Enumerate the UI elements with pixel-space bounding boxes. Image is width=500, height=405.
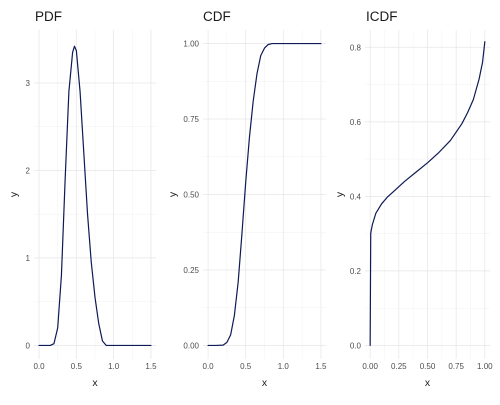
x-tick-label: 1.0 [278, 362, 290, 371]
series-line [369, 41, 486, 347]
x-tick-label: 1.00 [477, 362, 493, 371]
gridlines [365, 30, 490, 359]
x-tick-label: 0.50 [420, 362, 436, 371]
y-tick-label: 2 [26, 166, 31, 175]
y-tick-label: 3 [26, 79, 31, 88]
x-tick-label: 0.0 [33, 362, 45, 371]
y-tick-label: 0.00 [183, 341, 199, 350]
panel-title: CDF [203, 9, 231, 24]
x-tick-label: 0.00 [362, 362, 378, 371]
y-axis-title: y [334, 191, 346, 197]
panel-icdf: 0.00 0.25 0.50 0.75 1.00 0.0 0.2 0.4 0.6 0.8 x y ICD… [334, 9, 493, 389]
y-axis-title: y [167, 191, 179, 197]
panel-title: ICDF [366, 9, 398, 24]
y-tick-label: 0.6 [350, 118, 362, 127]
y-tick-label: 0.4 [350, 192, 362, 201]
y-tick-label: 0.8 [350, 43, 362, 52]
y-tick-label: 0.25 [183, 266, 199, 275]
y-tick-label: 1 [26, 254, 31, 263]
y-tick-label: 0.75 [183, 115, 199, 124]
y-tick-label: 0.50 [183, 191, 199, 200]
x-tick-label: 1.5 [145, 362, 157, 371]
series-line [207, 42, 322, 347]
x-axis-title: x [262, 377, 268, 389]
x-tick-label: 0.5 [240, 362, 252, 371]
y-axis-title: y [8, 191, 20, 197]
x-axis-title: x [425, 377, 431, 389]
gridlines [34, 30, 156, 359]
x-tick-label: 0.75 [448, 362, 464, 371]
x-tick-label: 1.0 [108, 362, 120, 371]
x-tick-label: 1.5 [315, 362, 327, 371]
y-tick-label: 0 [26, 341, 31, 350]
y-tick-label: 0.2 [350, 267, 362, 276]
panel-pdf: 0.0 0.5 1.0 1.5 0 1 2 3 x y PDF [8, 9, 157, 389]
y-tick-label: 1.00 [183, 40, 199, 49]
gridlines [203, 30, 326, 359]
series-line [38, 45, 152, 347]
panel-title: PDF [35, 9, 62, 24]
y-tick-label: 0.0 [350, 341, 362, 350]
panel-cdf: 0.0 0.5 1.0 1.5 0.00 0.25 0.50 0.75 1.00 x y CDF [167, 9, 327, 389]
x-tick-label: 0.0 [203, 362, 215, 371]
x-axis-title: x [92, 377, 98, 389]
x-tick-label: 0.5 [71, 362, 83, 371]
x-tick-label: 0.25 [391, 362, 407, 371]
